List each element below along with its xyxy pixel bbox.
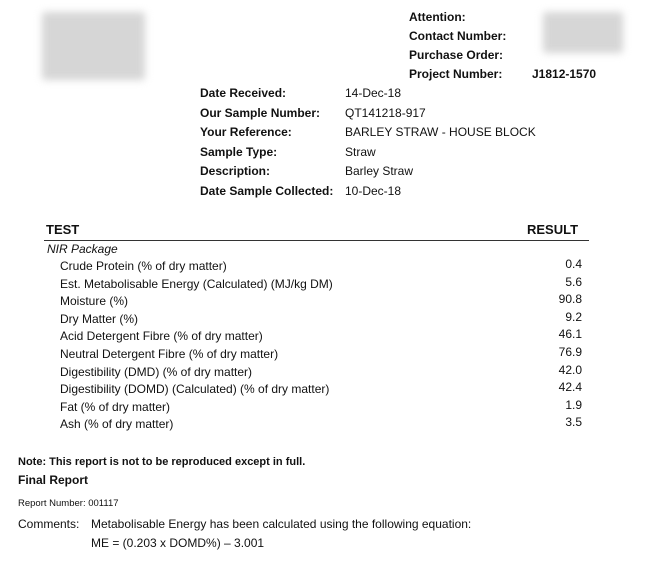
test-name: Crude Protein (% of dry matter): [60, 259, 227, 273]
test-result: 9.2: [565, 309, 582, 324]
result-header: RESULT: [527, 222, 579, 237]
comments-text: Metabolisable Energy has been calculated…: [91, 517, 472, 531]
test-result: 5.6: [565, 274, 582, 289]
project-number-value: J1812-1570: [532, 67, 597, 81]
sample-field-label: Description:: [200, 164, 271, 178]
package-label: NIR Package: [47, 242, 118, 256]
test-result: 46.1: [558, 327, 582, 342]
test-result: 76.9: [558, 345, 582, 359]
final-report: Final Report: [18, 473, 89, 487]
test-name: Moisture (%): [60, 294, 129, 309]
test-header: TEST: [46, 222, 80, 237]
report-number: Report Number: 001117: [18, 498, 119, 509]
sample-field-label: Our Sample Number:: [200, 105, 321, 120]
test-result: 42.4: [558, 380, 582, 395]
sample-field-label: Your Reference:: [200, 125, 292, 139]
equation: ME = (0.203 x DOMD%) – 3.001: [91, 536, 265, 550]
comments-label: Comments:: [18, 517, 80, 531]
contact-number-label: Contact Number:: [409, 29, 507, 43]
test-result: 0.4: [565, 257, 582, 271]
note: Note: This report is not to be reproduce…: [18, 456, 306, 468]
sample-field-value: QT141218-917: [345, 105, 426, 120]
test-name: Acid Detergent Fibre (% of dry matter): [60, 329, 263, 344]
sample-field-label: Sample Type:: [200, 144, 278, 159]
redacted-logo: [42, 12, 145, 80]
test-name: Est. Metabolisable Energy (Calculated) (…: [60, 276, 333, 291]
test-result: 42.0: [558, 362, 582, 377]
sample-field-label: Date Sample Collected:: [200, 183, 334, 198]
test-name: Dry Matter (%): [60, 311, 138, 326]
purchase-order-label: Purchase Order:: [409, 48, 504, 62]
redacted-contact: [543, 12, 623, 53]
test-result: 1.9: [565, 397, 582, 412]
test-name: Digestibility (DOMD) (Calculated) (% of …: [60, 382, 330, 397]
sample-field-value: BARLEY STRAW - HOUSE BLOCK: [345, 125, 536, 139]
test-result: 3.5: [565, 415, 582, 430]
project-number-label: Project Number:: [409, 67, 503, 81]
header-divider: [44, 240, 589, 241]
sample-field-value: Barley Straw: [345, 164, 414, 178]
sample-field-label: Date Received:: [200, 86, 287, 100]
test-name: Fat (% of dry matter): [60, 399, 171, 414]
sample-field-value: 14-Dec-18: [345, 86, 402, 100]
test-result: 90.8: [558, 292, 582, 307]
sample-field-value: 10-Dec-18: [345, 183, 402, 198]
test-name: Digestibility (DMD) (% of dry matter): [60, 364, 253, 379]
sample-field-value: Straw: [345, 144, 376, 159]
test-name: Ash (% of dry matter): [60, 417, 174, 432]
test-name: Neutral Detergent Fibre (% of dry matter…: [60, 347, 279, 361]
attention-label: Attention:: [409, 10, 466, 24]
